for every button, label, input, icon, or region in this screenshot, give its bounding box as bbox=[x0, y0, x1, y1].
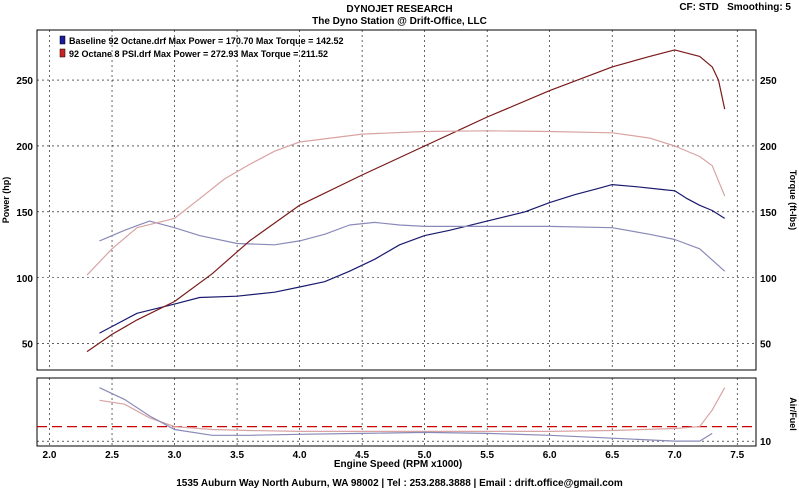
y-axis-label-torque: Torque (ft-lbs) bbox=[788, 170, 798, 230]
afr-baseline-line bbox=[99, 387, 713, 442]
x-tick-label: 4.0 bbox=[293, 450, 307, 461]
chart-subtitle: The Dyno Station @ Drift-Office, LLC bbox=[312, 16, 487, 27]
baseline-power-line bbox=[99, 184, 726, 334]
tick-labels: 2.0 2.5 3.0 3.5 4.0 4.5 5.0 5.5 6.0 6.5 7.0 7.5 50 50… bbox=[16, 76, 777, 461]
correction-info: CF: STD Smoothing: 5 bbox=[679, 2, 791, 13]
smoothing-label: Smoothing: 5 bbox=[727, 2, 791, 13]
main-grid bbox=[37, 30, 756, 370]
legend-entry: 92 Octane 8 PSI.drf Max Power = 272.93 M… bbox=[69, 49, 328, 59]
x-tick-label: 3.0 bbox=[168, 450, 182, 461]
y-axis-label-afr: Air/Fuel bbox=[788, 397, 798, 431]
x-tick-label: 4.5 bbox=[355, 450, 369, 461]
y-tick-label-right: 250 bbox=[760, 76, 777, 87]
y-tick-label-right: 50 bbox=[760, 340, 772, 351]
y-tick-label-right: 150 bbox=[760, 208, 777, 219]
y-tick-label-left: 150 bbox=[16, 208, 33, 219]
boost-torque-line bbox=[86, 130, 726, 276]
y-axis-label-power: Power (hp) bbox=[1, 177, 11, 224]
x-tick-label: 5.5 bbox=[480, 450, 494, 461]
chart-title: DYNOJET RESEARCH bbox=[346, 4, 453, 15]
main-plot-frame bbox=[36, 29, 757, 371]
legend-swatch bbox=[59, 48, 66, 58]
x-tick-label: 6.5 bbox=[605, 450, 619, 461]
y-tick-label-left: 50 bbox=[22, 340, 34, 351]
x-tick-label: 7.5 bbox=[730, 450, 744, 461]
y-tick-label-right: 200 bbox=[760, 142, 777, 153]
afr-tick-label: 10 bbox=[760, 437, 772, 448]
legend-entry: Baseline 92 Octane.drf Max Power = 170.7… bbox=[69, 36, 343, 46]
y-tick-label-left: 200 bbox=[16, 142, 33, 153]
legend: Baseline 92 Octane.drf Max Power = 170.7… bbox=[59, 35, 343, 59]
afr-plot-frame bbox=[36, 377, 757, 447]
x-axis-label: Engine Speed (RPM x1000) bbox=[334, 459, 462, 470]
y-tick-label-left: 100 bbox=[16, 274, 33, 285]
footer-contact: 1535 Auburn Way North Auburn, WA 98002 |… bbox=[176, 478, 623, 489]
baseline-torque-line bbox=[99, 220, 726, 272]
power-torque-series bbox=[86, 49, 726, 353]
x-tick-label: 3.5 bbox=[230, 450, 244, 461]
cf-label: CF: STD bbox=[679, 2, 719, 13]
x-tick-label: 2.5 bbox=[105, 450, 119, 461]
x-tick-label: 5.0 bbox=[418, 450, 432, 461]
legend-swatch bbox=[59, 35, 66, 45]
x-tick-label: 2.0 bbox=[43, 450, 57, 461]
x-tick-label: 7.0 bbox=[668, 450, 682, 461]
x-tick-label: 6.0 bbox=[543, 450, 557, 461]
y-tick-label-right: 100 bbox=[760, 274, 777, 285]
afr-series bbox=[37, 387, 756, 442]
y-tick-label-left: 250 bbox=[16, 76, 33, 87]
